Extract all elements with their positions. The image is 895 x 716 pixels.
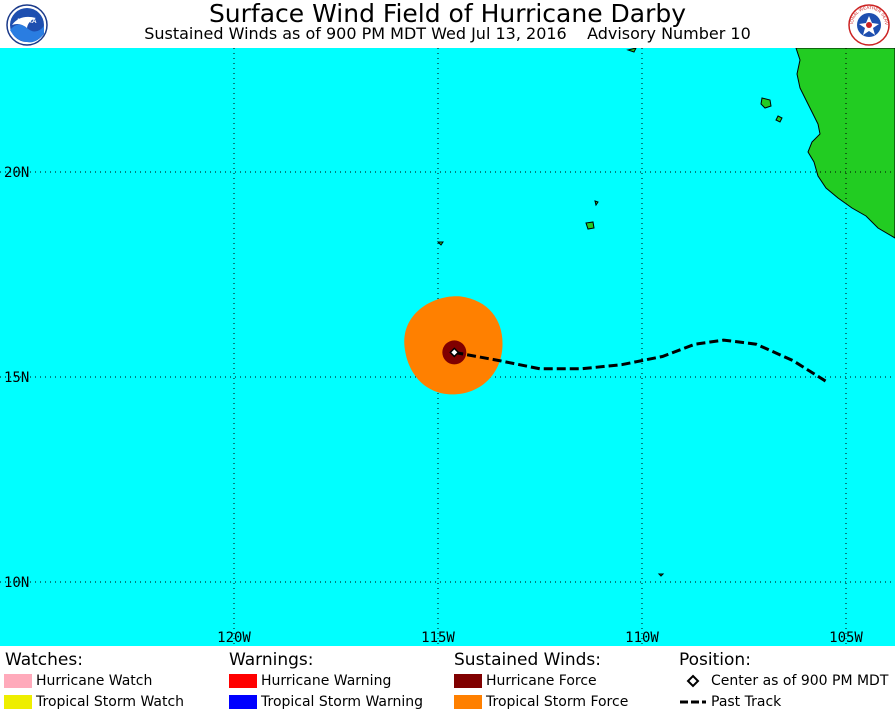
grid-labels: 20N 15N 10N 120W 115W 110W 105W — [4, 165, 863, 646]
map: 20N 15N 10N 120W 115W 110W 105W — [0, 48, 895, 646]
storm-center — [449, 347, 460, 358]
map-subtitle: Sustained Winds as of 900 PM MDT Wed Jul… — [144, 24, 751, 43]
lat-label: 10N — [4, 575, 29, 591]
legend-warnings-heading: Warnings: — [229, 650, 314, 670]
noaa-logo: NOAA — [6, 4, 48, 46]
past-track — [454, 338, 827, 383]
lon-label: 115W — [421, 630, 455, 646]
island-tres-marias — [760, 97, 772, 109]
hurricane-watch-swatch — [4, 674, 32, 688]
header: NOAA NATIONAL WEATHER SERVICE Surface Wi… — [0, 0, 895, 48]
tropical-storm-watch-swatch — [4, 695, 32, 709]
lon-label: 110W — [625, 630, 659, 646]
center-diamond — [449, 347, 460, 358]
map-title: Surface Wind Field of Hurricane Darby — [208, 0, 687, 28]
island-socorro — [585, 221, 595, 230]
past-track-line — [454, 338, 827, 383]
dashed-line-icon — [680, 700, 706, 704]
lat-label: 15N — [4, 370, 29, 386]
legend-winds-heading: Sustained Winds: — [454, 650, 601, 670]
noaa-logo-text: NOAA — [17, 18, 36, 25]
tropical-storm-force-swatch — [454, 695, 482, 709]
island-san-benedicto — [594, 200, 599, 207]
island-clarion — [436, 241, 444, 246]
island-north-coast — [626, 48, 637, 53]
legend-watches-heading: Watches: — [5, 650, 83, 670]
tropical-storm-warning-swatch — [229, 695, 257, 709]
lon-label: 120W — [217, 630, 251, 646]
lat-lon-grid — [0, 48, 895, 646]
wind-field — [404, 296, 503, 395]
hurricane-force-swatch — [454, 674, 482, 688]
legend-position-heading: Position: — [679, 650, 751, 670]
island-isabel — [775, 115, 783, 123]
lon-label: 105W — [829, 630, 863, 646]
diamond-icon — [686, 674, 700, 688]
nws-logo: NATIONAL WEATHER SERVICE — [848, 4, 890, 46]
hurricane-warning-swatch — [229, 674, 257, 688]
lat-label: 20N — [4, 165, 29, 181]
legend: Watches: Hurricane Watch Tropical Storm … — [0, 646, 895, 716]
island-south — [657, 573, 665, 577]
